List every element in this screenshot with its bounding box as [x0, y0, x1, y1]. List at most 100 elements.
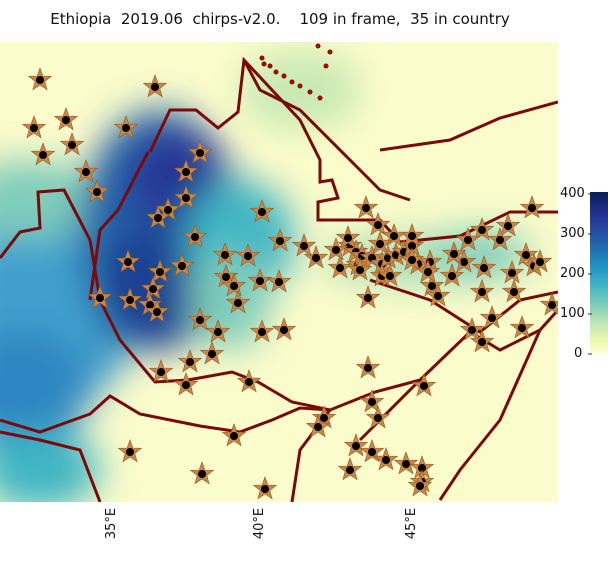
station-marker — [335, 225, 361, 249]
station-marker — [539, 292, 558, 316]
station-marker — [147, 259, 173, 283]
station-marker — [73, 159, 99, 183]
station-marker — [381, 223, 407, 247]
station-marker — [267, 228, 293, 252]
station-marker — [27, 67, 53, 91]
station-marker — [53, 107, 79, 131]
station-marker — [337, 457, 363, 481]
station-marker — [145, 205, 171, 229]
station-marker — [323, 237, 349, 261]
station-marker — [469, 279, 495, 303]
station-marker — [519, 195, 545, 219]
station-marker — [21, 115, 47, 139]
station-marker — [305, 414, 331, 438]
station-marker — [359, 439, 385, 463]
station-markers — [21, 67, 558, 500]
precipitation-map — [0, 42, 608, 502]
station-marker — [527, 249, 553, 273]
station-marker — [140, 276, 166, 300]
station-marker — [212, 242, 238, 266]
colorbar-tick-100: 100 — [560, 306, 585, 321]
station-marker — [367, 231, 393, 255]
station-marker — [249, 199, 275, 223]
lon-tick-35e: 35°E — [104, 507, 120, 540]
station-marker — [117, 439, 143, 463]
coastline-islands — [259, 43, 333, 101]
station-marker — [365, 212, 391, 236]
station-marker — [303, 245, 329, 269]
station-marker — [113, 115, 139, 139]
station-marker — [343, 433, 369, 457]
station-marker — [117, 287, 143, 311]
station-marker — [236, 369, 262, 393]
station-marker — [30, 142, 56, 166]
station-marker — [173, 372, 199, 396]
station-marker — [266, 269, 292, 293]
station-marker — [235, 243, 261, 267]
station-marker — [393, 451, 419, 475]
station-marker — [249, 319, 275, 343]
station-marker — [355, 285, 381, 309]
station-marker — [177, 349, 203, 373]
station-marker — [513, 242, 539, 266]
colorbar-gradient — [590, 192, 608, 354]
station-marker — [144, 299, 170, 323]
station-marker — [187, 140, 213, 164]
station-marker — [407, 473, 433, 497]
station-marker — [509, 315, 535, 339]
station-marker — [353, 195, 379, 219]
station-marker — [459, 317, 485, 341]
station-marker — [199, 341, 225, 365]
station-marker — [252, 476, 278, 500]
station-marker — [327, 255, 353, 279]
station-marker — [187, 307, 213, 331]
station-marker — [221, 423, 247, 447]
station-marker — [471, 255, 497, 279]
station-marker — [173, 159, 199, 183]
station-marker — [347, 257, 373, 281]
station-marker — [115, 249, 141, 273]
station-marker — [399, 247, 425, 271]
station-marker — [469, 329, 495, 353]
station-marker — [189, 461, 215, 485]
station-marker — [487, 227, 513, 251]
station-marker — [415, 259, 441, 283]
station-marker — [221, 273, 247, 297]
station-marker — [247, 268, 273, 292]
station-marker — [84, 179, 110, 203]
station-marker — [225, 290, 251, 314]
colorbar — [588, 192, 608, 355]
station-marker — [411, 373, 437, 397]
station-marker — [439, 263, 465, 287]
colorbar-tick-200: 200 — [560, 266, 585, 281]
station-marker — [373, 447, 399, 471]
station-marker — [291, 233, 317, 257]
station-marker — [59, 132, 85, 156]
station-marker — [169, 253, 195, 277]
colorbar-tick-400: 400 — [560, 186, 585, 201]
station-marker — [173, 185, 199, 209]
station-marker — [441, 241, 467, 265]
lon-tick-40e: 40°E — [252, 507, 268, 540]
station-marker — [419, 273, 445, 297]
station-marker — [359, 389, 385, 413]
station-marker — [499, 260, 525, 284]
station-marker — [205, 319, 231, 343]
station-marker — [501, 279, 527, 303]
colorbar-tick-0: 0 — [574, 346, 583, 361]
station-marker — [182, 224, 208, 248]
station-marker — [148, 359, 174, 383]
station-marker — [455, 227, 481, 251]
station-marker — [142, 74, 168, 98]
station-marker — [271, 317, 297, 341]
map-title: Ethiopia 2019.06 chirps-v2.0. 109 in fra… — [50, 10, 510, 28]
station-marker — [479, 305, 505, 329]
station-marker — [495, 213, 521, 237]
station-marker — [355, 355, 381, 379]
station-marker — [469, 217, 495, 241]
lon-tick-45e: 45°E — [404, 507, 420, 540]
station-marker — [87, 285, 113, 309]
station-marker — [365, 405, 391, 429]
station-marker — [425, 283, 451, 307]
colorbar-tick-300: 300 — [560, 226, 585, 241]
